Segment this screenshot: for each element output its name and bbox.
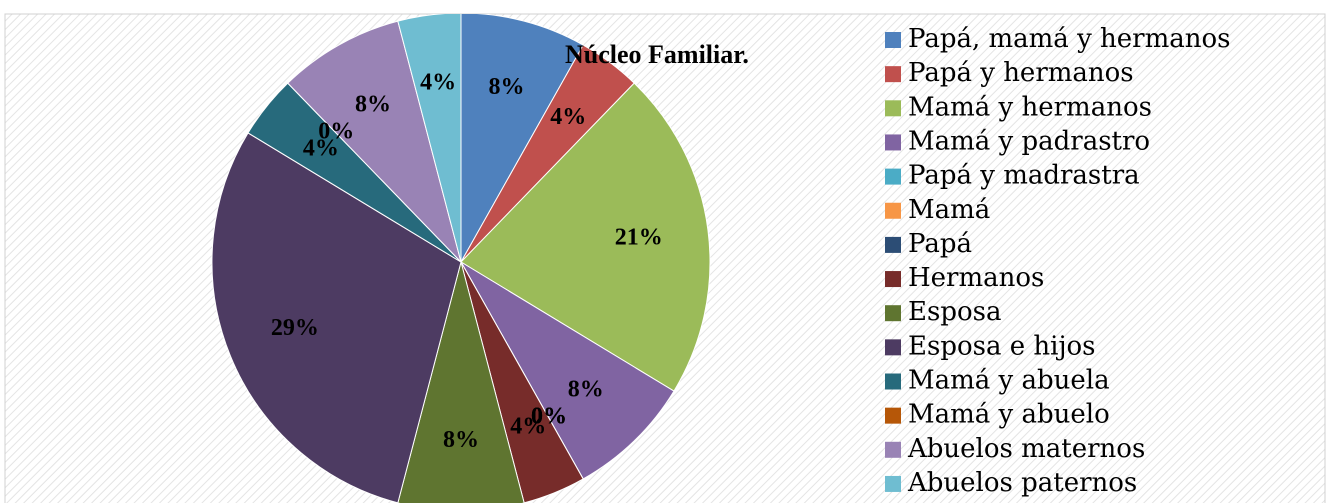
legend-swatch xyxy=(885,66,901,83)
data-label: 4% xyxy=(510,414,546,440)
legend-swatch xyxy=(885,236,901,253)
data-label: 8% xyxy=(568,376,604,402)
legend-label: Papá y hermanos xyxy=(908,58,1134,88)
legend-swatch xyxy=(885,168,901,185)
data-label: 8% xyxy=(488,74,524,100)
legend: Papá, mamá y hermanos Papá y hermanos Mamá… xyxy=(885,24,1231,498)
pie-slice xyxy=(287,20,462,264)
data-label: 4% xyxy=(420,70,456,96)
chart-title: Núcleo Familiar. xyxy=(565,40,749,69)
legend-label: Mamá y abuelo xyxy=(908,400,1110,430)
legend-swatch xyxy=(885,271,901,288)
legend-label: Papá y madrastra xyxy=(908,161,1140,191)
legend-swatch xyxy=(885,305,901,322)
legend-swatch xyxy=(885,373,901,390)
legend-swatch xyxy=(885,100,901,117)
data-label: 0% xyxy=(531,404,567,430)
pie-slice xyxy=(397,14,462,263)
pie-slice xyxy=(460,14,584,264)
data-label: 4% xyxy=(550,104,586,130)
pie-slice xyxy=(211,132,462,503)
data-label: 0% xyxy=(531,404,567,430)
legend-label: Esposa xyxy=(908,297,1001,327)
legend-label: Papá, mamá y hermanos xyxy=(908,24,1231,54)
legend-swatch xyxy=(885,407,901,424)
legend-swatch xyxy=(885,32,901,48)
pie xyxy=(211,14,711,503)
legend-label: Papá xyxy=(908,229,972,259)
data-label: 8% xyxy=(443,427,479,453)
legend-label: Mamá y hermanos xyxy=(908,92,1152,122)
pie-slice xyxy=(459,260,675,480)
legend-label: Mamá y padrastro xyxy=(908,126,1150,156)
legend-label: Abuelos paternos xyxy=(907,468,1137,498)
legend-swatch xyxy=(885,339,901,356)
legend-label: Esposa e hijos xyxy=(908,331,1096,361)
legend-label: Mamá y abuela xyxy=(908,366,1110,396)
legend-label: Mamá xyxy=(908,195,990,225)
data-label: 0% xyxy=(531,404,567,430)
legend-swatch xyxy=(885,202,901,219)
data-label: 29% xyxy=(271,315,319,341)
legend-swatch xyxy=(885,134,901,151)
pie-slice xyxy=(397,260,525,503)
legend-label: Abuelos maternos xyxy=(907,434,1145,464)
legend-swatch xyxy=(885,475,901,492)
data-label: 8% xyxy=(355,91,391,117)
legend-label: Hermanos xyxy=(908,263,1044,293)
data-labels: 8%4%21%8%0%0%0%4%8%29%4%0%8%4% xyxy=(271,70,663,453)
pie-slice xyxy=(460,82,711,392)
data-label: 4% xyxy=(303,136,339,162)
data-label: 21% xyxy=(615,225,663,251)
data-label: 0% xyxy=(318,119,354,145)
legend-swatch xyxy=(885,441,901,458)
